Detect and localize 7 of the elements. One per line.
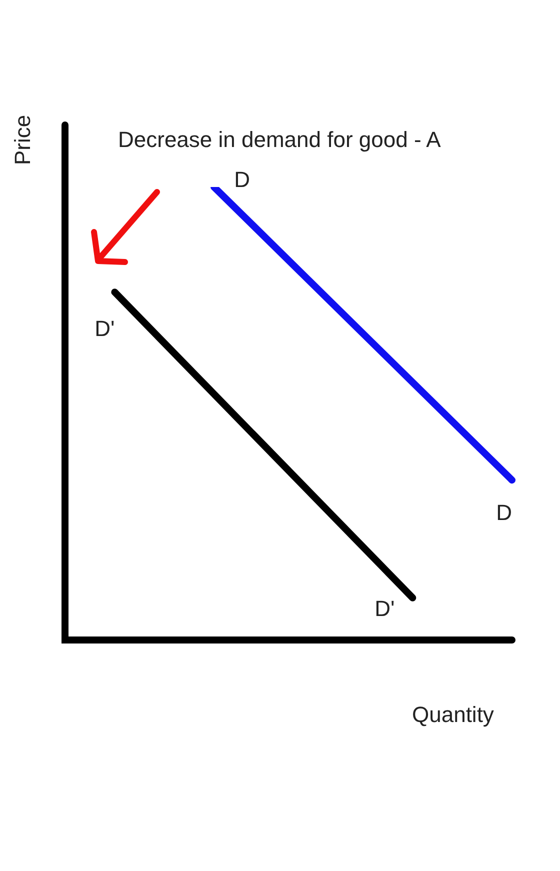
series-label: D <box>234 167 250 192</box>
x-axis-title: Quantity <box>412 702 494 728</box>
chart-title: Decrease in demand for good - A <box>118 127 441 153</box>
y-axis-title: Price <box>10 114 36 165</box>
text: D' <box>94 316 115 342</box>
text: D <box>496 500 512 526</box>
series-label: D' <box>374 596 395 621</box>
